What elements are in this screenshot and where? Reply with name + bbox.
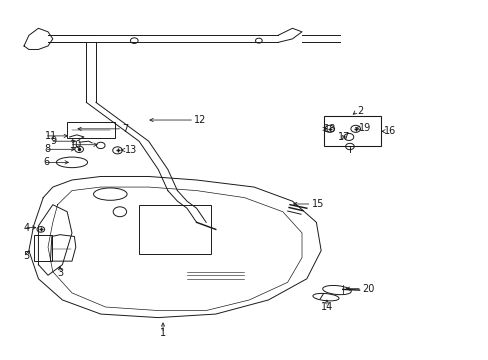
- Bar: [139, 205, 210, 254]
- Bar: [323, 117, 380, 147]
- Text: 5: 5: [23, 251, 29, 261]
- Text: 19: 19: [358, 123, 370, 133]
- Text: 10: 10: [69, 140, 81, 150]
- Text: 7: 7: [122, 124, 128, 134]
- Text: 4: 4: [24, 222, 30, 233]
- Text: 12: 12: [194, 115, 206, 125]
- Text: 1: 1: [160, 328, 166, 338]
- Text: 17: 17: [338, 132, 350, 142]
- Text: 9: 9: [50, 136, 57, 146]
- Text: 11: 11: [44, 131, 57, 141]
- Text: 15: 15: [311, 199, 324, 209]
- Text: 3: 3: [57, 269, 63, 279]
- Text: 20: 20: [361, 284, 373, 294]
- Text: 6: 6: [43, 157, 49, 167]
- Bar: [34, 235, 52, 261]
- Text: 13: 13: [124, 145, 137, 155]
- Text: 8: 8: [44, 144, 51, 154]
- Text: 18: 18: [323, 124, 335, 134]
- Bar: [67, 122, 115, 138]
- Text: 16: 16: [383, 126, 395, 136]
- Text: 14: 14: [320, 302, 332, 312]
- Text: 2: 2: [356, 106, 363, 116]
